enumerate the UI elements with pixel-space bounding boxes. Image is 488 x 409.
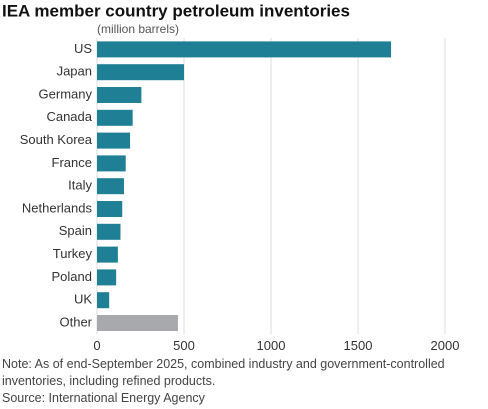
bar xyxy=(97,246,118,263)
y-tick-label: Other xyxy=(59,314,92,329)
x-tick-label: 2000 xyxy=(431,338,460,353)
y-tick-label: Italy xyxy=(68,178,92,193)
bar xyxy=(97,109,133,126)
bar xyxy=(97,41,392,58)
bar xyxy=(97,201,123,217)
y-tick-label: Poland xyxy=(52,269,92,284)
bar xyxy=(97,64,184,81)
chart-title: IEA member country petroleum inventories xyxy=(2,1,350,20)
y-tick-label: Germany xyxy=(39,86,93,101)
x-tick-label: 1000 xyxy=(257,338,286,353)
y-tick-label: France xyxy=(52,155,92,170)
note: Note: As of end-September 2025, combined… xyxy=(2,357,445,388)
y-tick-label: Spain xyxy=(59,223,92,238)
bar xyxy=(97,87,142,103)
y-tick-label: Netherlands xyxy=(22,200,93,215)
x-tick-label: 500 xyxy=(173,338,195,353)
x-tick-label: 1500 xyxy=(344,338,373,353)
bar xyxy=(97,315,178,331)
y-tick-label: Japan xyxy=(57,64,92,79)
y-tick-label: Canada xyxy=(46,109,92,124)
source: Source: International Energy Agency xyxy=(2,391,205,405)
chart-subtitle: (million barrels) xyxy=(97,22,179,36)
chart: IEA member country petroleum inventories… xyxy=(2,1,460,353)
y-tick-label: South Korea xyxy=(20,132,93,147)
bar xyxy=(97,132,131,149)
bar xyxy=(97,178,124,195)
bar xyxy=(97,155,126,172)
y-tick-label: US xyxy=(74,41,92,56)
bar xyxy=(97,269,117,286)
bar xyxy=(97,223,121,240)
y-tick-label: UK xyxy=(74,292,92,307)
x-tick-label: 0 xyxy=(93,338,100,353)
y-tick-label: Turkey xyxy=(53,246,93,261)
bar xyxy=(97,292,110,309)
